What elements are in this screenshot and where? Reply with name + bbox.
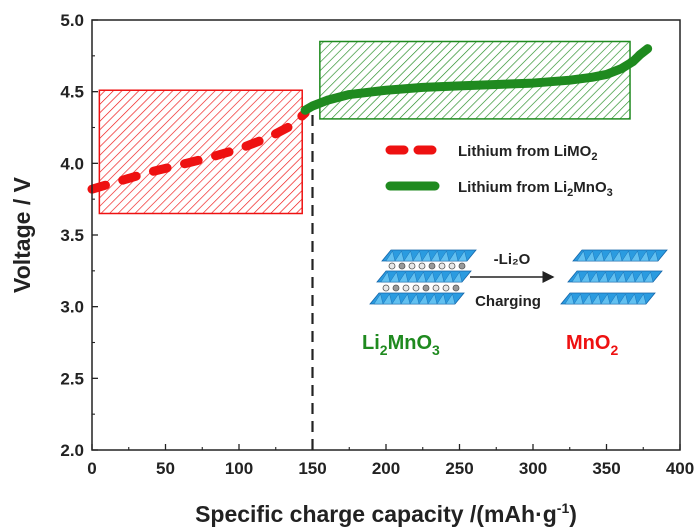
y-axis-title: Voltage / V: [9, 176, 35, 293]
series-limo2-line: [87, 108, 310, 194]
x-axis-title: Specific charge capacity /(mAh·g-1): [195, 500, 577, 527]
lithium-atom: [442, 284, 450, 292]
li2mno3-layer-stack: [369, 249, 477, 305]
lithium-atom: [422, 284, 430, 292]
y-tick-label: 3.5: [60, 226, 84, 245]
lithium-atom: [432, 284, 440, 292]
y-tick-label: 3.0: [60, 298, 84, 317]
y-tick-label: 4.0: [60, 154, 84, 173]
legend: Lithium from LiMO2 Lithium from Li2MnO3: [385, 143, 613, 199]
x-tick-label: 0: [87, 459, 96, 478]
mno2-layer-2: [567, 270, 663, 283]
lithium-atom: [402, 284, 410, 292]
y-tick-label: 4.5: [60, 83, 84, 102]
lithium-atom: [452, 284, 460, 292]
lithium-atom: [418, 262, 426, 270]
lithium-atom: [398, 262, 406, 270]
lithium-atom: [428, 262, 436, 270]
x-axis-ticks: 0 50 100 150 200 250 300 350 400: [87, 444, 694, 478]
series-li2mno3-line: [300, 44, 653, 115]
arrow-label: Charging: [475, 293, 541, 310]
reactant-formula: Li2MnO3: [362, 332, 440, 358]
li2mno3-layer-2: [376, 270, 472, 283]
x-tick-label: 50: [156, 459, 175, 478]
inset-schematic: -Li₂O Charging Li2MnO3 MnO2: [362, 249, 668, 358]
x-tick-label: 200: [372, 459, 400, 478]
mno2-layer-1: [572, 249, 668, 262]
lithium-atom: [392, 284, 400, 292]
lithium-atom: [382, 284, 390, 292]
x-tick-label: 150: [298, 459, 326, 478]
lithium-atom: [408, 262, 416, 270]
lithium-atom: [438, 262, 446, 270]
li2mno3-layer-3: [369, 292, 465, 305]
x-tick-label: 100: [225, 459, 253, 478]
y-axis-ticks: 2.0 2.5 3.0 3.5 4.0 4.5 5.0: [60, 11, 98, 460]
y-tick-label: 2.5: [60, 369, 84, 388]
y-tick-label: 2.0: [60, 441, 84, 460]
x-tick-label: 300: [519, 459, 547, 478]
lithium-atoms: [382, 262, 466, 292]
mno2-layer-stack: [560, 249, 668, 305]
legend-limo2-label: Lithium from LiMO2: [458, 143, 597, 163]
li2mno3-layer-1: [381, 249, 477, 262]
lithium-atom: [412, 284, 420, 292]
x-tick-label: 250: [445, 459, 473, 478]
lithium-atom: [458, 262, 466, 270]
reaction-label: -Li₂O: [494, 251, 531, 268]
x-tick-label: 350: [592, 459, 620, 478]
limo2-region-box: [98, 89, 303, 215]
x-tick-label: 400: [666, 459, 694, 478]
lithium-atom: [448, 262, 456, 270]
lithium-atom: [388, 262, 396, 270]
legend-li2mno3-label: Lithium from Li2MnO3: [458, 179, 613, 199]
mno2-layer-3: [560, 292, 656, 305]
product-formula: MnO2: [566, 332, 618, 358]
y-tick-label: 5.0: [60, 11, 84, 30]
